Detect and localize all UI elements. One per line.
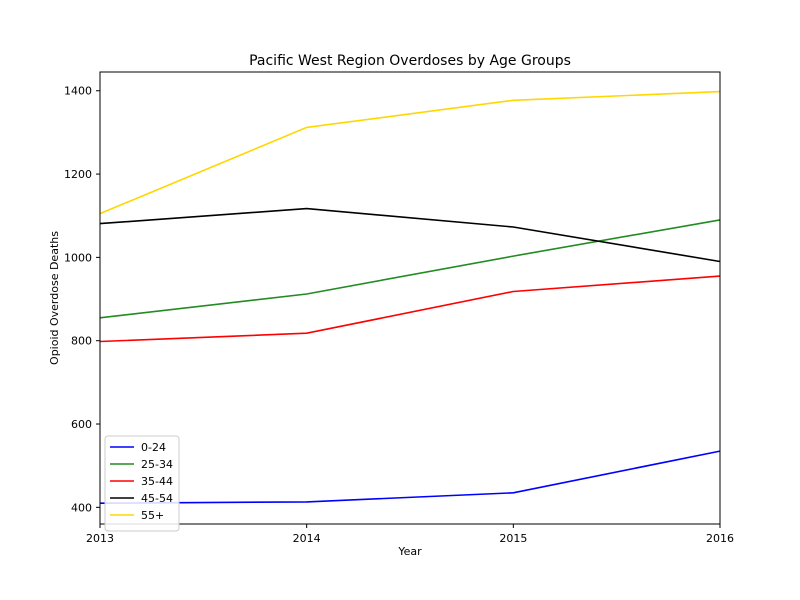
x-tick-label: 2014 [293, 532, 321, 545]
y-tick-label: 800 [71, 335, 92, 348]
legend-label: 45-54 [141, 492, 173, 505]
y-tick-label: 600 [71, 418, 92, 431]
legend-label: 25-34 [141, 458, 173, 471]
chart-title: Pacific West Region Overdoses by Age Gro… [249, 53, 571, 69]
legend: 0-24 25-34 35-44 45-54 55+ [104, 435, 180, 532]
y-tick-label: 400 [71, 501, 92, 514]
y-axis: 400 600 800 1000 1200 1400 [64, 85, 100, 514]
plot-frame [99, 71, 721, 525]
y-tick-label: 1000 [64, 251, 92, 264]
series-line-45-54 [99, 207, 721, 263]
series-line-0-24 [99, 450, 721, 504]
legend-label: 35-44 [141, 475, 173, 488]
x-tick-label: 2016 [706, 532, 734, 545]
legend-label: 0-24 [141, 441, 166, 454]
series-line-35-44 [99, 275, 721, 343]
y-tick-label: 1200 [64, 168, 92, 181]
x-axis: 2013 2014 2015 2016 [86, 524, 734, 545]
series-line-55plus [99, 90, 721, 215]
series-line-25-34 [99, 219, 721, 319]
y-axis-title: Opioid Overdose Deaths [48, 231, 61, 365]
y-tick-label: 1400 [64, 85, 92, 98]
plot-area [100, 72, 720, 524]
x-tick-label: 2013 [86, 532, 114, 545]
legend-box [104, 435, 180, 532]
series-layer [99, 90, 721, 504]
legend-label: 55+ [141, 509, 164, 522]
x-axis-title: Year [397, 545, 422, 558]
x-tick-label: 2015 [499, 532, 527, 545]
